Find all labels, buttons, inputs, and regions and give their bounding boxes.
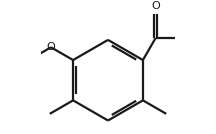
Text: O: O <box>46 42 55 52</box>
Text: O: O <box>151 1 160 11</box>
